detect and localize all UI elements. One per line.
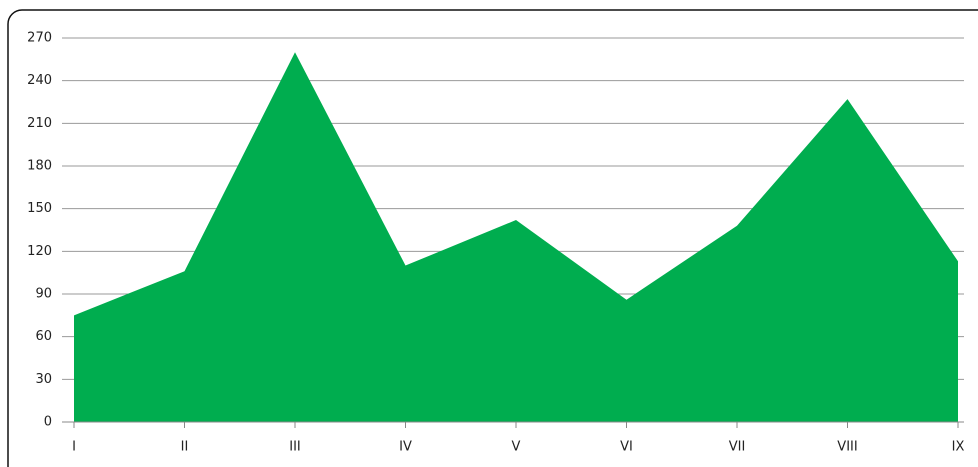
y-tick-label: 240 bbox=[27, 73, 52, 88]
area bbox=[74, 52, 958, 422]
y-tick-label: 30 bbox=[35, 372, 52, 387]
x-tick-label: V bbox=[512, 440, 521, 455]
x-tick-label: I bbox=[72, 440, 76, 455]
y-tick-label: 120 bbox=[27, 244, 52, 259]
x-tick-label: VIII bbox=[837, 440, 857, 455]
y-tick-label: 150 bbox=[27, 201, 52, 216]
y-tick-label: 0 bbox=[44, 415, 52, 430]
y-tick-label: 210 bbox=[27, 116, 52, 131]
x-tick-label: VII bbox=[729, 440, 746, 455]
x-tick-label: III bbox=[289, 440, 301, 455]
x-tick-label: IV bbox=[399, 440, 412, 455]
x-tick-label: VI bbox=[620, 440, 633, 455]
y-tick-label: 270 bbox=[27, 31, 52, 46]
y-tick-label: 90 bbox=[35, 287, 52, 302]
x-tick-label: IX bbox=[952, 440, 965, 455]
x-tick-label: II bbox=[181, 440, 189, 455]
y-tick-label: 60 bbox=[35, 329, 52, 344]
chart-border bbox=[7, 9, 978, 467]
y-tick-label: 180 bbox=[27, 159, 52, 174]
